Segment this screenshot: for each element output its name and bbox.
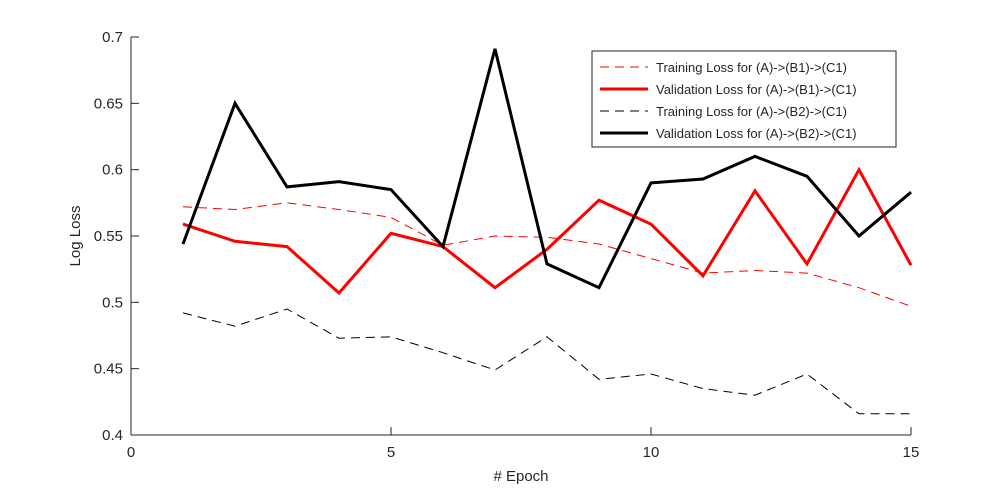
y-ticks: 0.4 0.45 0.5 0.55 0.6 0.65 0.7 bbox=[94, 29, 139, 444]
x-tick-label: 0 bbox=[127, 444, 135, 461]
y-tick-label: 0.5 bbox=[102, 294, 123, 311]
series-line-1 bbox=[182, 202, 912, 307]
series-line-4 bbox=[181, 48, 912, 290]
x-tick-label: 10 bbox=[643, 444, 660, 461]
y-tick-label: 0.55 bbox=[94, 228, 123, 245]
legend-label-1: Training Loss for (A)->(B1)->(C1) bbox=[656, 60, 847, 75]
legend-label-3: Training Loss for (A)->(B2)->(C1) bbox=[656, 104, 847, 119]
x-axis-title: # Epoch bbox=[493, 468, 548, 485]
legend-box bbox=[591, 50, 897, 148]
legend: Training Loss for (A)->(B1)->(C1) Validat… bbox=[591, 50, 897, 148]
legend-label-4: Validation Loss for (A)->(B2)->(C1) bbox=[656, 126, 857, 141]
legend-items: Training Loss for (A)->(B1)->(C1) Validat… bbox=[600, 60, 857, 141]
series-line-2 bbox=[182, 166, 913, 296]
x-tick-label: 15 bbox=[903, 444, 920, 461]
y-tick-label: 0.7 bbox=[102, 29, 123, 46]
y-tick-label: 0.6 bbox=[102, 162, 123, 179]
legend-label-2: Validation Loss for (A)->(B1)->(C1) bbox=[656, 82, 857, 97]
y-tick-label: 0.45 bbox=[94, 361, 123, 378]
y-tick-label: 0.65 bbox=[94, 95, 123, 112]
x-ticks: 0 5 10 15 bbox=[127, 427, 920, 461]
x-tick-label: 5 bbox=[387, 444, 395, 461]
y-axis-title: Log Loss bbox=[67, 206, 84, 267]
series-layer bbox=[181, 48, 913, 415]
series-line-3 bbox=[182, 308, 911, 415]
y-tick-label: 0.4 bbox=[102, 427, 123, 444]
